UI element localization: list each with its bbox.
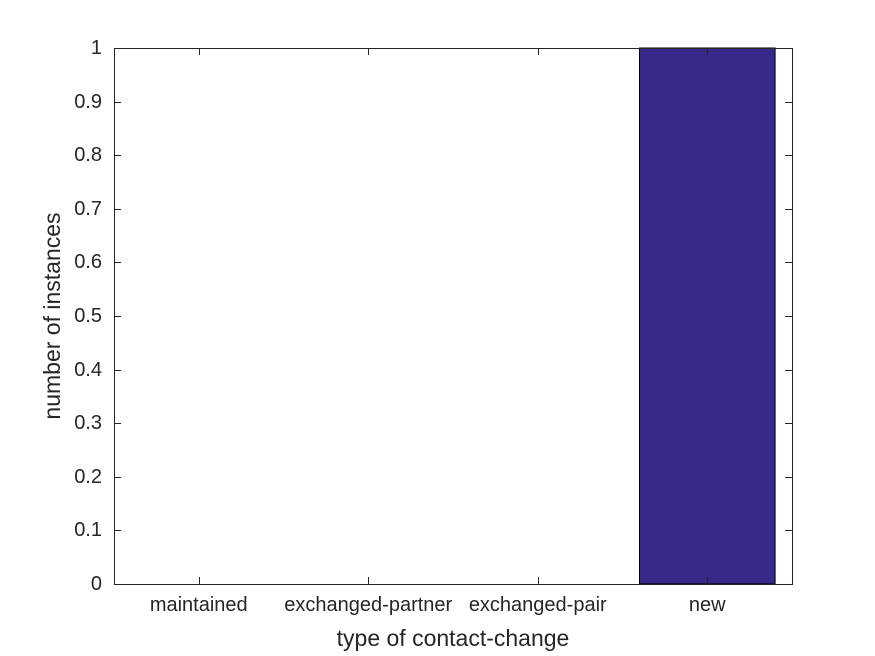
y-tick-label: 0.7 bbox=[74, 197, 102, 220]
x-axis-label: type of contact-change bbox=[336, 625, 570, 651]
y-tick-label: 0.5 bbox=[74, 305, 102, 327]
y-tick-label: 0.4 bbox=[74, 358, 102, 381]
x-tick-label: new bbox=[688, 594, 726, 616]
y-tick-label: 0 bbox=[90, 573, 102, 595]
x-tick-label: maintained bbox=[149, 594, 248, 616]
y-tick-label: 0.8 bbox=[74, 144, 102, 167]
x-tick-label: exchanged-pair bbox=[468, 594, 607, 616]
x-tick-label: exchanged-partner bbox=[284, 594, 453, 616]
y-tick-label: 0.3 bbox=[74, 412, 102, 435]
y-tick-label: 1 bbox=[90, 37, 102, 59]
y-tick-label: 0.1 bbox=[74, 519, 102, 542]
bar-new bbox=[639, 47, 776, 585]
y-tick-label: 0.9 bbox=[74, 90, 102, 113]
y-tick-label: 0.6 bbox=[74, 251, 102, 274]
y-tick-label: 0.2 bbox=[74, 465, 102, 488]
